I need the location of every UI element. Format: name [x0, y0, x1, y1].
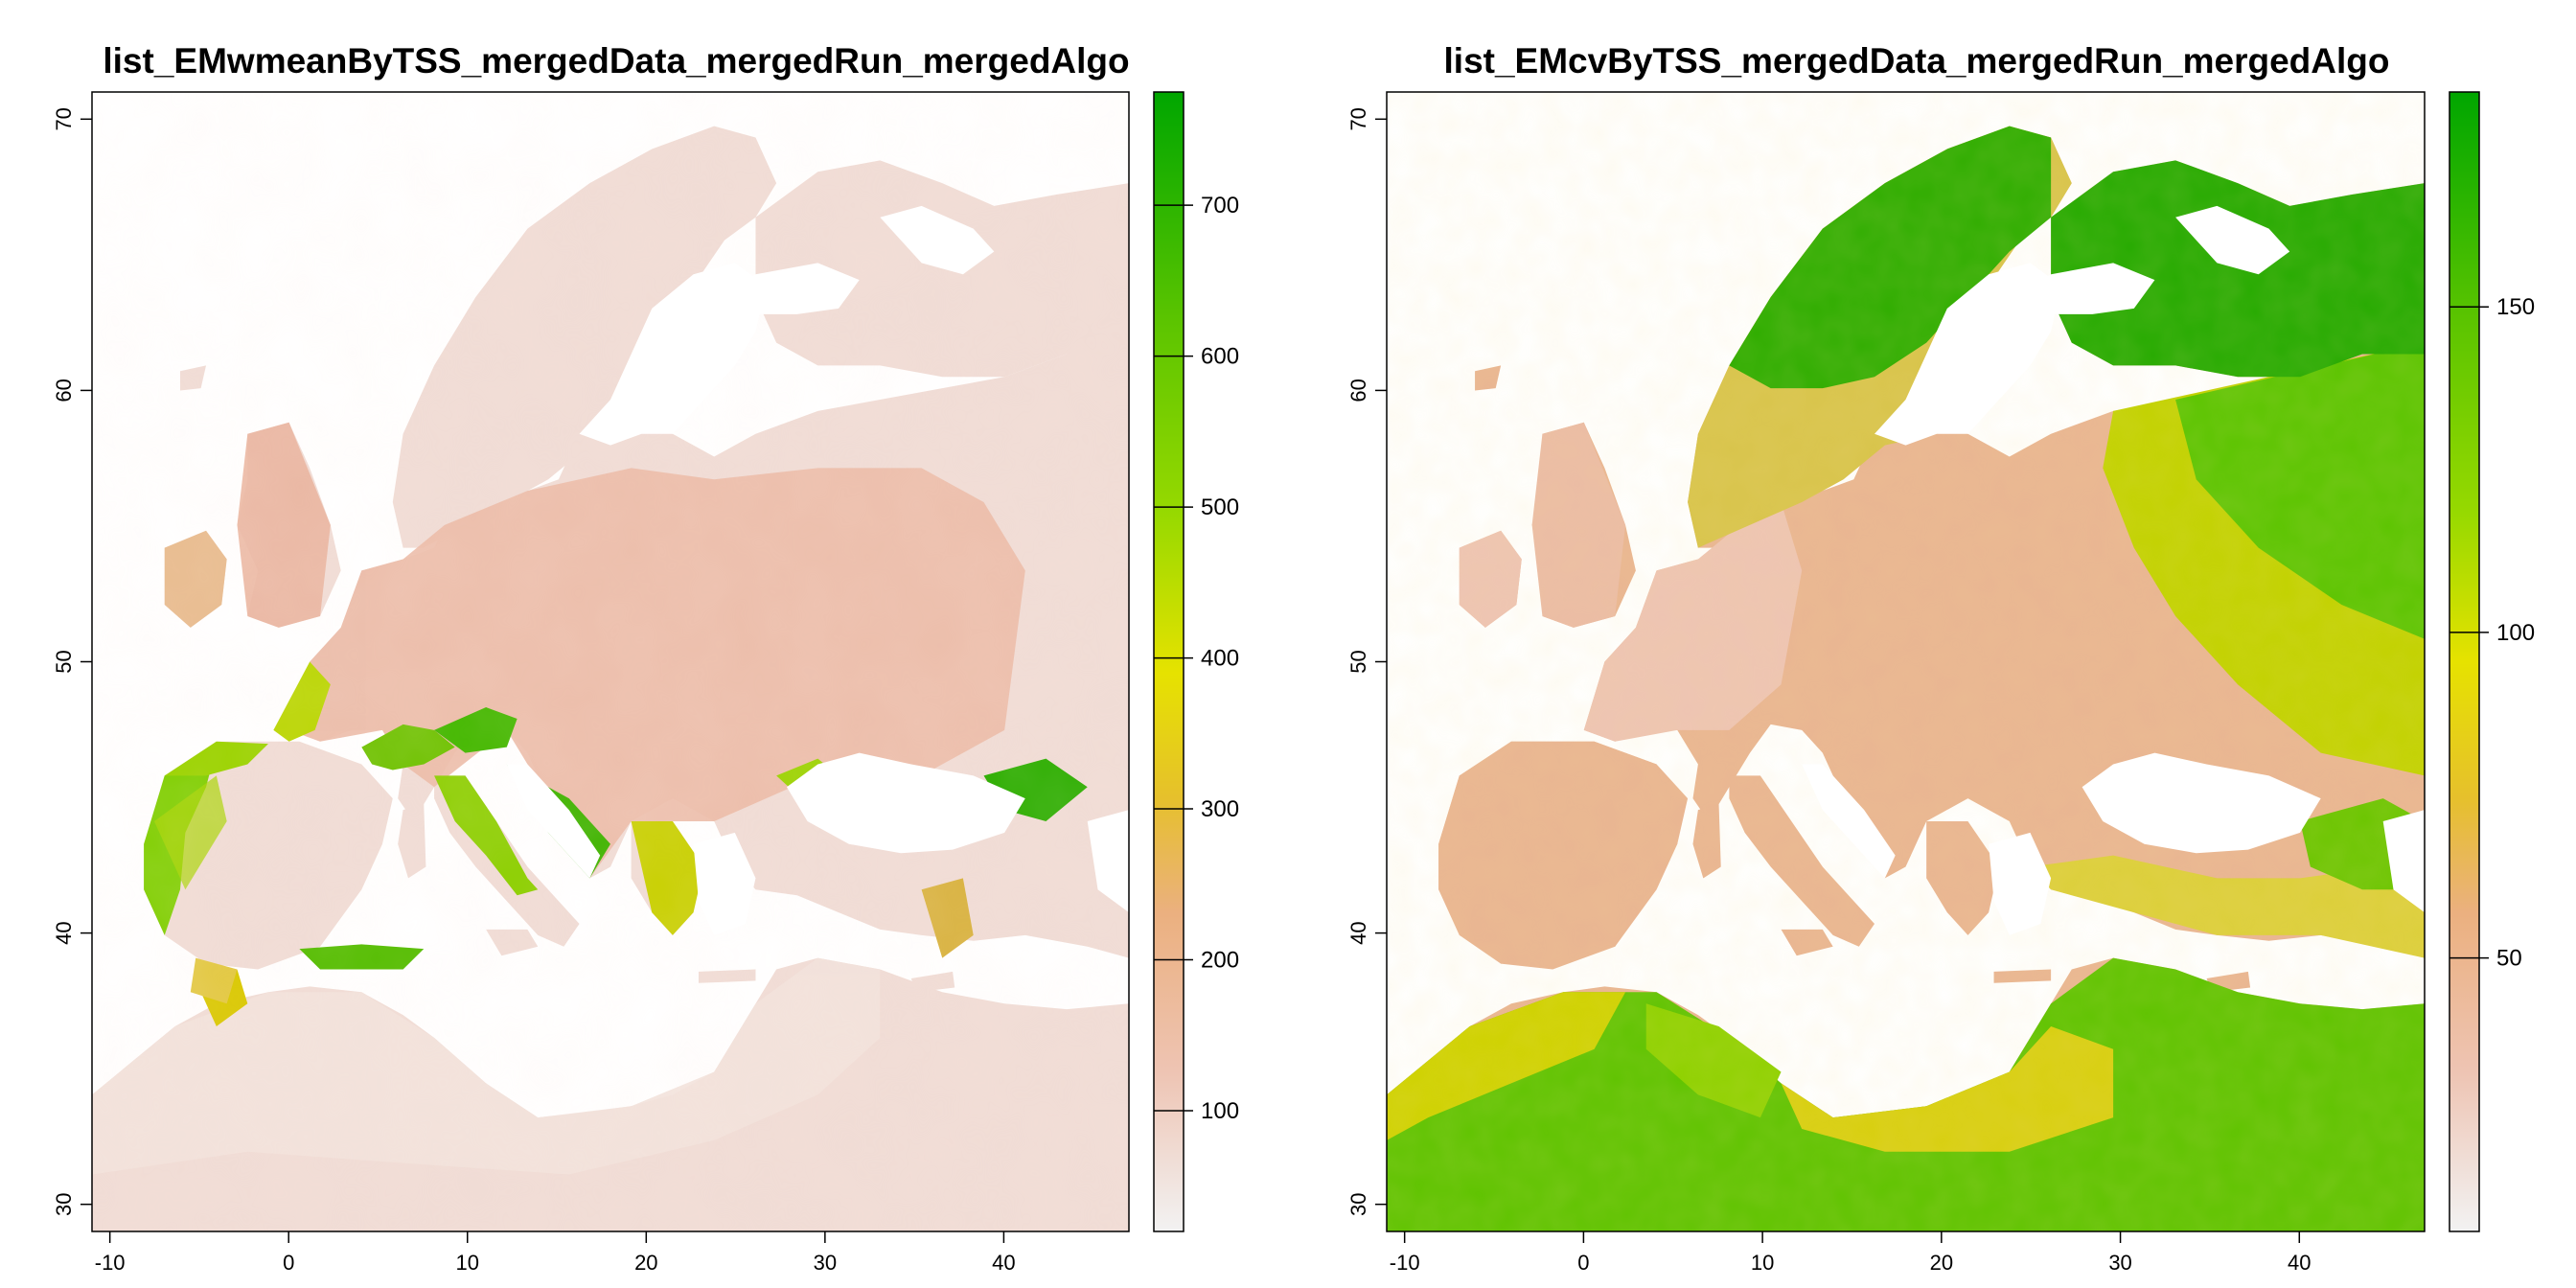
colorbar-ticks: 50 100 150 [2450, 294, 2535, 972]
panel-mean: list_EMwmeanByTSS_mergedData_mergedRun_m… [52, 41, 1239, 1275]
map-area [92, 92, 1129, 1231]
colorbar-tick-label: 600 [1201, 344, 1239, 370]
y-tick-label: 30 [1346, 1192, 1370, 1215]
colorbar-ticks: 100 200 300 400 500 600 700 [1154, 193, 1239, 1124]
colorbar-tick-label: 500 [1201, 494, 1239, 520]
y-tick-label: 40 [52, 921, 76, 944]
y-tick-label: 50 [52, 650, 76, 673]
colorbar-tick-label: 100 [2496, 620, 2535, 646]
x-tick-label: 10 [1751, 1251, 1774, 1275]
x-tick-label: 30 [2108, 1251, 2131, 1275]
x-tick-label: 20 [1930, 1251, 1953, 1275]
x-tick-label: 40 [992, 1251, 1015, 1275]
colorbar-tick-label: 300 [1201, 796, 1239, 822]
colorbar-tick-label: 400 [1201, 646, 1239, 672]
x-tick-label: 20 [634, 1251, 657, 1275]
y-tick-label: 70 [1346, 107, 1370, 130]
y-tick-label: 30 [52, 1192, 76, 1215]
x-tick-label: 30 [814, 1251, 837, 1275]
colorbar-tick-label: 700 [1201, 193, 1239, 218]
x-tick-label: 0 [283, 1251, 294, 1275]
legend-colorbar: 50 100 150 [2449, 91, 2535, 1232]
axes: -10 0 10 20 30 40 30 40 50 60 70 [1346, 107, 2312, 1275]
y-tick-label: 60 [1346, 379, 1370, 402]
colorbar-tick-label: 100 [1201, 1098, 1239, 1124]
y-tick-label: 70 [52, 107, 76, 130]
colorbar-tick-label: 200 [1201, 948, 1239, 974]
colorbar-bar [1153, 91, 1184, 1232]
panel-title: list_EMwmeanByTSS_mergedData_mergedRun_m… [103, 41, 1129, 80]
x-tick-label: 10 [456, 1251, 479, 1275]
x-tick-label: 40 [2288, 1251, 2311, 1275]
raster-texture [1387, 92, 2425, 1231]
panel-title: list_EMcvByTSS_mergedData_mergedRun_merg… [1444, 41, 2390, 80]
colorbar-bar [2449, 91, 2480, 1232]
y-tick-label: 60 [52, 379, 76, 402]
raster-texture [92, 92, 1129, 1231]
map-area [1387, 92, 2425, 1231]
y-tick-label: 50 [1346, 650, 1370, 673]
axes: -10 0 10 20 30 40 30 40 50 60 70 [52, 107, 1016, 1275]
legend-colorbar: 100 200 300 400 500 600 700 [1153, 91, 1239, 1232]
x-tick-label: -10 [1390, 1251, 1420, 1275]
y-tick-label: 40 [1346, 921, 1370, 944]
panel-cv: list_EMcvByTSS_mergedData_mergedRun_merg… [1346, 41, 2535, 1275]
colorbar-tick-label: 50 [2496, 946, 2522, 972]
x-tick-label: -10 [95, 1251, 126, 1275]
x-tick-label: 0 [1577, 1251, 1589, 1275]
colorbar-tick-label: 150 [2496, 294, 2535, 320]
